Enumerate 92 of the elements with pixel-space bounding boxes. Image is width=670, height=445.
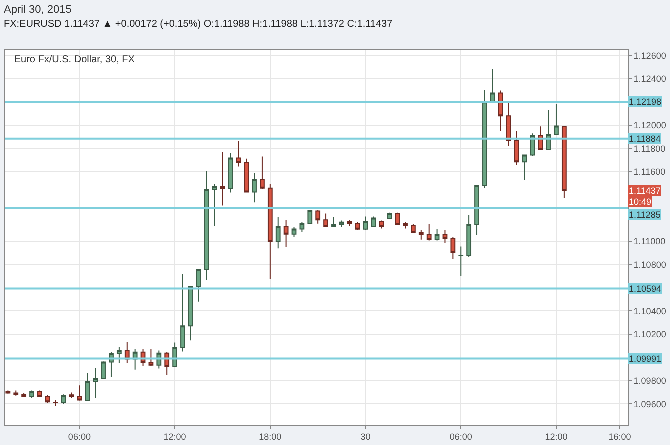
candlestick [324,213,328,228]
ref-line-label: 1.10594 [629,284,662,294]
candlestick [308,209,313,225]
y-tick-label: 1.11800 [634,144,666,154]
y-tick-label: 1.10200 [634,330,666,340]
x-tick-label: 18:00 [259,432,282,442]
candlestick [482,90,488,189]
candlestick [546,110,551,151]
candlestick [498,90,504,132]
candlestick [188,286,194,342]
ref-line-label: 1.11285 [629,210,661,220]
candlestick [236,140,242,168]
candlestick [339,220,344,228]
candlestick [196,269,202,302]
y-tick-label: 1.11600 [634,167,666,178]
candlestick [458,246,464,277]
candlestick [30,390,34,399]
candlestick [426,224,432,242]
candlestick [284,220,289,248]
candlestick [411,224,416,234]
ref-line-label: 1.12198 [629,97,662,107]
y-tick-label: 1.10400 [634,306,666,316]
candlestick [93,368,98,399]
y-tick-label: 1.12600 [634,50,666,61]
candlestick [204,171,210,281]
candlestick [363,216,368,231]
candlestick [434,228,440,242]
candlestick [418,230,424,240]
candlestick [332,217,336,228]
y-tick-label: 1.12400 [634,74,666,84]
ref-line-label: 1.11884 [629,134,661,144]
y-tick-label: 1.09800 [634,376,666,386]
candlestick [371,216,376,228]
candlestick [403,222,408,230]
text: 10:49 [629,197,652,207]
candlestick [387,212,392,220]
candlestick [347,220,352,227]
x-tick-label: 12:00 [545,432,568,442]
candlestick [244,158,250,193]
candlestick [172,342,178,368]
candlestick [69,392,74,399]
candlestick [101,361,106,380]
y-tick-label: 1.11000 [634,236,666,247]
candlestick [514,130,520,166]
candlestick [554,104,559,136]
candlestick [14,390,19,396]
candlestick [522,154,528,181]
candlestick [474,184,480,236]
candlestick [61,394,66,405]
candlestick [355,222,360,231]
candlestick [77,385,82,402]
chart-subtitle: April 30, 2015 [4,4,72,16]
candlestick [260,156,265,190]
candlestick [268,184,273,280]
ref-line-label: 1.09991 [629,354,662,364]
x-tick-label: 12:00 [164,432,186,442]
candlestick [212,184,218,227]
y-tick-label: 1.10800 [634,260,666,270]
candlestick [450,236,456,260]
x-tick-label: 16:00 [608,432,632,442]
x-tick-label: 30 [360,432,371,442]
text: Euro Fx/U.S. Dollar, 30, FX [14,54,136,66]
candlestick [442,230,448,244]
candlestick [220,152,226,206]
candlestick [316,209,321,224]
x-tick-label: 06:00 [68,432,91,442]
candlestick [45,394,50,404]
candlestick [562,126,567,199]
candlestick [292,226,297,238]
candlestick [6,390,11,394]
candlestick [530,133,536,157]
candlestick [38,390,42,398]
text: FX:EURUSD 1.11437 ▲ +0.00172 (+0.15%) O:1.11988 H:1.11988 L:1.11372 C:1.11437 [4,19,394,30]
y-tick-label: 1.09600 [634,399,666,410]
candlestick [490,69,496,103]
x-tick-label: 06:00 [450,432,472,442]
candlestick [379,220,384,230]
candlestick [300,222,305,233]
candlestick [506,101,512,147]
candlestick [22,392,27,398]
candlestick [276,217,281,250]
candlestick [252,172,257,204]
candlestick [228,152,234,194]
candlestick [180,274,186,352]
candlestick [395,212,400,226]
candlestick [53,400,58,406]
candlestick [148,348,154,367]
candlestick [466,214,472,258]
candlestick [85,372,90,402]
y-tick-label: 1.12000 [634,120,666,131]
annotation: 1.11437 [629,186,661,196]
candlestick [116,347,122,364]
